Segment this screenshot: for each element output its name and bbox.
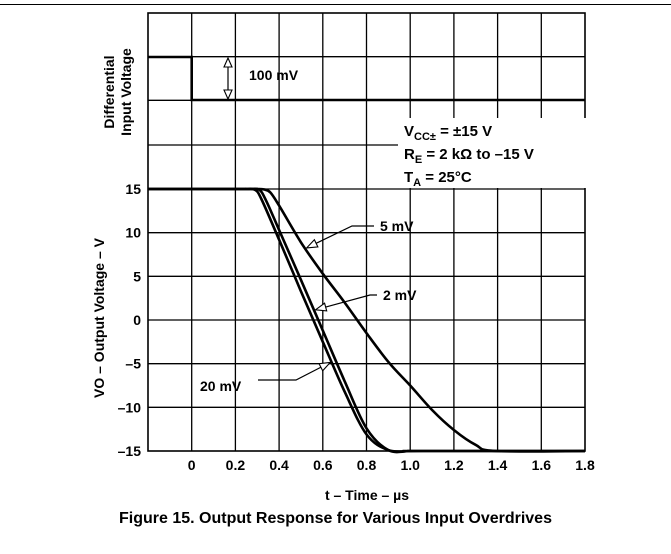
y-tick-label: –15 xyxy=(118,443,142,459)
x-tick-label: 1.6 xyxy=(532,457,552,473)
top-rule xyxy=(0,4,671,5)
annotations: 5 mV 2 mV 20 mV xyxy=(200,218,417,394)
plot-frame xyxy=(147,12,586,452)
annotation-leader xyxy=(315,225,374,244)
tick-labels: 0 0.2 0.4 0.6 0.8 1.0 1.2 1.4 1.6 1.8 15 10 5 0 –5 –10 –… xyxy=(118,181,595,473)
input-step xyxy=(148,55,585,102)
x-tick-label: 0.8 xyxy=(357,457,377,473)
x-tick-label: 0.6 xyxy=(313,457,333,473)
condition-re: RE = 2 kΩ to –15 V xyxy=(404,146,534,166)
x-tick-label: 0.2 xyxy=(226,457,246,473)
x-tick-label: 1.0 xyxy=(400,457,420,473)
step-arrow-up xyxy=(223,56,233,68)
conditions-backdrop xyxy=(398,118,590,188)
annotation-20mv: 20 mV xyxy=(200,361,332,394)
x-axis-label: t – Time – µs xyxy=(325,487,409,503)
y-axis-label: VO – Output Voltage – V xyxy=(91,237,107,398)
step-arrow-down xyxy=(223,89,233,101)
annotation-label: 5 mV xyxy=(380,218,414,234)
input-ylabel-line2: Input Voltage xyxy=(118,48,134,136)
annotation-leader xyxy=(325,294,377,308)
y-tick-label: –5 xyxy=(125,356,141,372)
y-tick-label: 5 xyxy=(133,268,141,284)
y-tick-label: 10 xyxy=(125,225,141,241)
condition-vcc: VCC± = ±15 V xyxy=(404,123,492,143)
test-conditions: VCC± = ±15 V RE = 2 kΩ to –15 V TA = 25°… xyxy=(398,118,590,189)
y-tick-label: 0 xyxy=(133,312,141,328)
annotation-5mv: 5 mV xyxy=(305,218,414,249)
y-tick-label: –10 xyxy=(118,399,142,415)
x-tick-label: 0 xyxy=(188,457,196,473)
annotation-arrowhead xyxy=(314,302,328,312)
condition-ta: TA = 25°C xyxy=(404,169,472,189)
annotation-leader xyxy=(258,366,322,381)
annotation-label: 2 mV xyxy=(383,287,417,303)
annotation-arrowhead xyxy=(305,238,319,249)
x-tick-label: 1.4 xyxy=(488,457,508,473)
x-tick-label: 1.8 xyxy=(575,457,595,473)
figure-caption: Figure 15. Output Response for Various I… xyxy=(119,510,552,527)
step-label: 100 mV xyxy=(249,67,299,83)
input-ylabel-line1: Differential xyxy=(101,55,117,128)
y-tick-label: 15 xyxy=(125,181,141,197)
x-tick-label: 1.2 xyxy=(444,457,464,473)
annotation-label: 20 mV xyxy=(200,378,242,394)
annotation-arrowhead xyxy=(318,361,332,372)
frame-rect xyxy=(147,12,586,452)
annotation-2mv: 2 mV xyxy=(314,287,417,312)
input-step-line xyxy=(148,55,585,102)
x-tick-label: 0.4 xyxy=(269,457,289,473)
